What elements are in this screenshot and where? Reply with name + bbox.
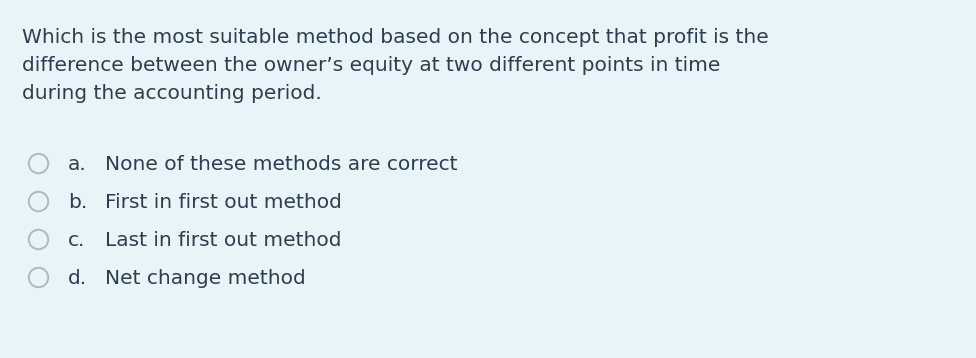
Text: a.: a. bbox=[68, 155, 87, 174]
Text: First in first out method: First in first out method bbox=[105, 193, 342, 212]
Text: b.: b. bbox=[68, 193, 87, 212]
Text: None of these methods are correct: None of these methods are correct bbox=[105, 155, 458, 174]
Text: during the accounting period.: during the accounting period. bbox=[22, 84, 322, 103]
Text: difference between the owner’s equity at two different points in time: difference between the owner’s equity at… bbox=[22, 56, 720, 75]
Text: Which is the most suitable method based on the concept that profit is the: Which is the most suitable method based … bbox=[22, 28, 769, 47]
Text: c.: c. bbox=[68, 231, 85, 250]
Text: Net change method: Net change method bbox=[105, 269, 305, 288]
Text: Last in first out method: Last in first out method bbox=[105, 231, 342, 250]
Text: d.: d. bbox=[68, 269, 87, 288]
